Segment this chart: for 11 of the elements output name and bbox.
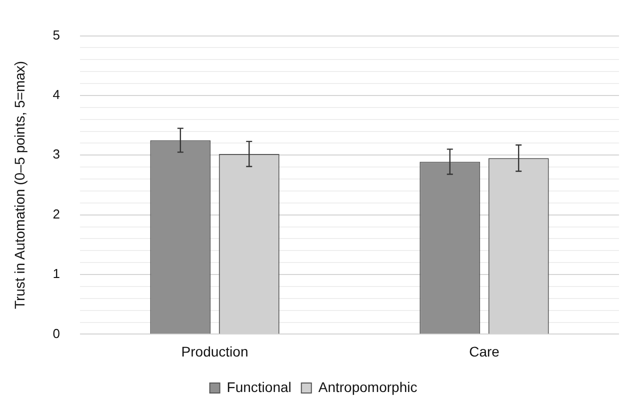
y-tick-label: 2 (52, 206, 60, 222)
y-tick-label: 1 (52, 266, 60, 282)
legend-label: Functional (226, 378, 292, 395)
y-tick-label: 5 (52, 27, 60, 42)
y-tick-label: 0 (52, 326, 60, 341)
y-tick-label: 4 (52, 87, 60, 102)
x-tick-label: Care (469, 343, 500, 360)
x-tick-label: Production (181, 343, 248, 360)
legend-label: Antropomorphic (318, 378, 418, 395)
y-axis-title: Trust in Automation (0–5 points, 5=max) (11, 60, 28, 310)
y-tick-label: 3 (52, 146, 60, 162)
